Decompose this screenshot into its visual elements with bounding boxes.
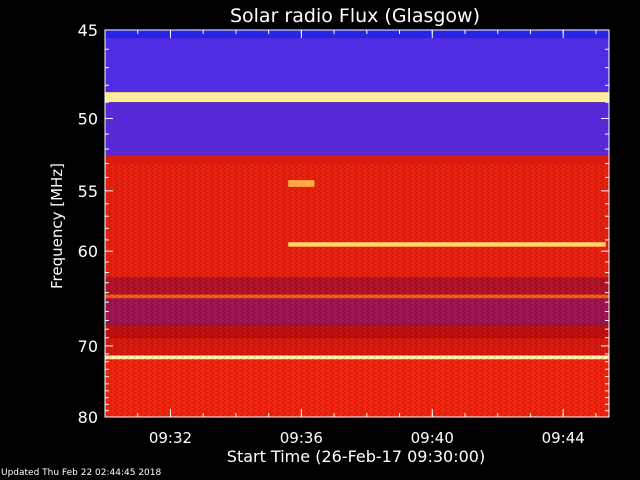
- y-axis-label: Frequency [MHz]: [48, 163, 66, 289]
- burst-feature: [288, 242, 606, 247]
- x-tick-label: 09:36: [280, 429, 323, 447]
- frequency-band: [105, 30, 609, 38]
- x-tick-label: 09:32: [149, 429, 192, 447]
- burst-feature: [288, 180, 315, 187]
- plot-area: [105, 30, 609, 417]
- y-tick-label: 80: [78, 408, 98, 427]
- x-axis-label: Start Time (26-Feb-17 09:30:00): [227, 447, 485, 466]
- y-tick-label: 70: [78, 337, 98, 356]
- y-tick-label: 45: [78, 21, 98, 40]
- x-tick-label: 09:44: [542, 429, 585, 447]
- x-tick-label: 09:40: [411, 429, 454, 447]
- y-tick-label: 60: [78, 242, 98, 261]
- frequency-band: [105, 154, 609, 164]
- updated-timestamp: Updated Thu Feb 22 02:44:45 2018: [1, 468, 162, 478]
- frequency-band: [105, 37, 609, 93]
- y-tick-label: 55: [78, 182, 98, 201]
- texture-overlay: [105, 163, 609, 417]
- plot-frame: [104, 29, 610, 418]
- chart-title: Solar radio Flux (Glasgow): [230, 5, 480, 27]
- y-tick-label: 50: [78, 109, 98, 128]
- frequency-band: [105, 92, 609, 103]
- frequency-band: [105, 102, 609, 155]
- axes: 09:32 09:36 09:40 09:44 45 50 55 60 70 80: [78, 21, 610, 447]
